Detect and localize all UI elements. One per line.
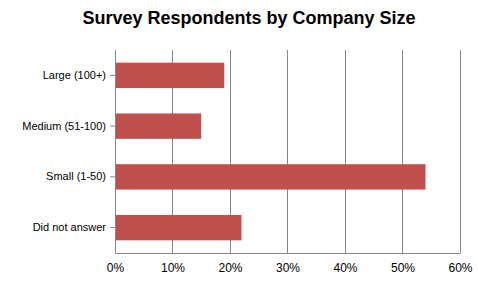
x-tick-label: 30% [276, 261, 300, 275]
x-axis: 0% 10% 20% 30% 40% 50% 60% [107, 253, 473, 275]
x-tick: 60% [448, 253, 472, 275]
bar [115, 113, 201, 138]
x-tick-label: 10% [161, 261, 185, 275]
x-tick-label: 20% [218, 261, 242, 275]
grid-line [287, 50, 288, 253]
x-tick: 0% [107, 253, 125, 275]
bar [115, 164, 426, 189]
grid-line [345, 50, 346, 253]
x-tick-label: 40% [333, 261, 357, 275]
bars [115, 63, 426, 241]
y-tick: Medium (51-100) [22, 120, 115, 132]
x-tick: 10% [161, 253, 185, 275]
y-tick-mark [110, 176, 115, 177]
y-tick-label: Medium (51-100) [22, 120, 106, 132]
y-tick-mark [110, 126, 115, 127]
y-axis: Large (100+) Medium (51-100) Small (1-50) D… [22, 51, 115, 254]
x-tick: 50% [391, 253, 415, 275]
grid-line [115, 50, 116, 253]
y-tick-mark [110, 75, 115, 76]
x-tick: 30% [276, 253, 300, 275]
y-tick-mark [110, 227, 115, 228]
y-tick: Did not answer [33, 221, 115, 233]
y-tick-label: Small (1-50) [46, 170, 106, 182]
y-tick: Large (100+) [43, 69, 115, 81]
y-axis-line [115, 51, 116, 254]
y-tick-label: Large (100+) [43, 69, 106, 81]
bar [115, 63, 224, 88]
x-tick-label: 60% [448, 261, 472, 275]
x-tick: 40% [333, 253, 357, 275]
x-tick: 20% [218, 253, 242, 275]
x-tick-label: 50% [391, 261, 415, 275]
chart: Survey Respondents by Company Size 0% 10% 2… [0, 0, 478, 285]
plot: 0% 10% 20% 30% 40% 50% 60% Large (100+) Medium (… [22, 50, 473, 275]
x-tick-label: 0% [107, 261, 125, 275]
title: Survey Respondents by Company Size [82, 8, 415, 28]
y-tick: Small (1-50) [46, 170, 115, 182]
x-axis-line [116, 253, 461, 254]
bar [115, 215, 242, 240]
grid-line [460, 50, 461, 253]
grid-line [402, 50, 403, 253]
grid [115, 50, 460, 253]
y-tick-label: Did not answer [33, 221, 107, 233]
